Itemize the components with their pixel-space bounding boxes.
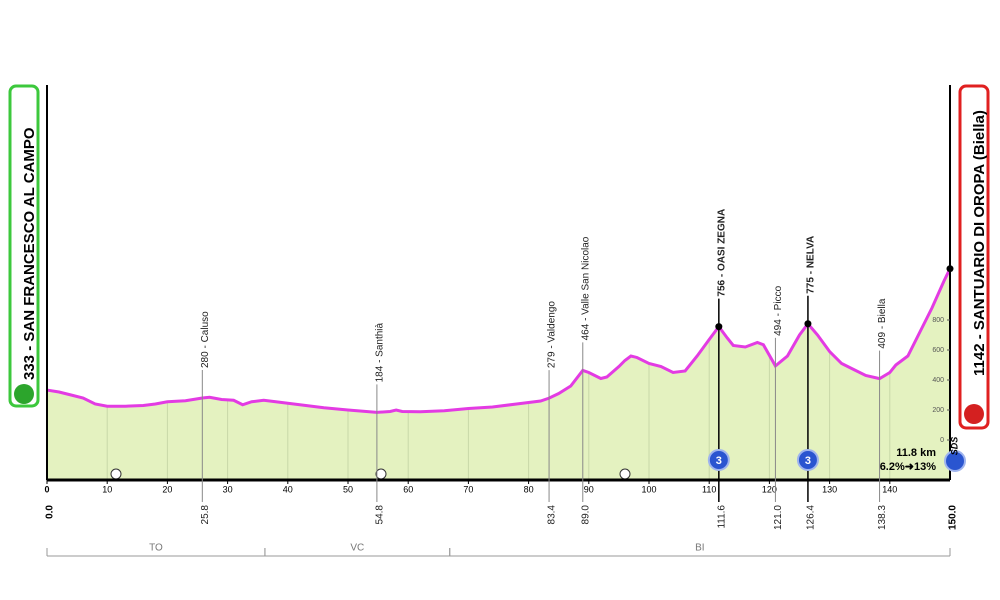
place-label: 756 - OASI ZEGNA bbox=[716, 209, 727, 297]
y-tick-label: 200 bbox=[932, 407, 944, 414]
y-tick-label: 600 bbox=[932, 347, 944, 354]
finish-label: 1142 - SANTUARIO DI OROPA (Biella) bbox=[971, 110, 988, 376]
poi-icon bbox=[619, 468, 631, 480]
y-tick-label: 0 bbox=[940, 437, 944, 444]
poi-icons bbox=[110, 468, 631, 480]
x-tick-label: 20 bbox=[162, 484, 172, 494]
x-tick-label: 40 bbox=[283, 484, 293, 494]
x-tick-label: 80 bbox=[524, 484, 534, 494]
x-tick-label: 100 bbox=[641, 484, 656, 494]
x-tick-label: 140 bbox=[882, 484, 897, 494]
x-tick-label: 30 bbox=[223, 484, 233, 494]
final-climb-badge bbox=[944, 450, 966, 472]
finish-box bbox=[958, 84, 990, 430]
summit-dot bbox=[715, 323, 723, 331]
finish-dot bbox=[946, 265, 954, 273]
km-label: 121.0 bbox=[773, 505, 784, 530]
x-tick-label: 120 bbox=[762, 484, 777, 494]
x-tick-label: 130 bbox=[822, 484, 837, 494]
x-tick-label: 70 bbox=[463, 484, 473, 494]
x-tick-label: 110 bbox=[702, 484, 716, 494]
start-box bbox=[8, 84, 40, 408]
km-label: 83.4 bbox=[547, 505, 558, 525]
place-label: 409 - Biella bbox=[877, 298, 888, 348]
km-label: 25.8 bbox=[200, 505, 211, 525]
poi-icon bbox=[110, 468, 122, 480]
region-label: TO bbox=[149, 543, 163, 554]
final-climb-length: 11.8 km bbox=[896, 447, 936, 459]
km-label: 111.6 bbox=[716, 505, 727, 529]
climb-badge bbox=[796, 449, 819, 471]
climb-category: 3 bbox=[805, 455, 811, 467]
profile-line bbox=[46, 268, 952, 414]
km-label: 54.8 bbox=[375, 505, 386, 525]
km-label: 150.0 bbox=[948, 505, 959, 530]
km-label: 126.4 bbox=[806, 505, 817, 530]
place-label: 775 - NELVA bbox=[806, 236, 817, 294]
start-label: 333 - SAN FRANCESCO AL CAMPO bbox=[21, 127, 38, 380]
place-label: 494 - Picco bbox=[773, 285, 784, 335]
region-label: VC bbox=[350, 543, 364, 554]
place-label: 280 - Caluso bbox=[200, 311, 211, 368]
place-label: 184 - Santhià bbox=[375, 322, 386, 382]
place-label: 464 - Valle San Nicolao bbox=[580, 236, 591, 340]
x-tick-label: 90 bbox=[584, 484, 594, 494]
climb-badge bbox=[707, 449, 730, 471]
region-label: BI bbox=[695, 543, 704, 554]
profile-area bbox=[47, 268, 950, 480]
finish-icon bbox=[964, 404, 984, 424]
km-label: 89.0 bbox=[580, 505, 591, 525]
x-tick-label: 10 bbox=[102, 484, 112, 494]
km-label: 138.3 bbox=[877, 505, 888, 530]
logo: SDS bbox=[949, 437, 959, 456]
x-tick-label: 60 bbox=[403, 484, 413, 494]
final-climb-gradient: 6.2%➜13% bbox=[880, 461, 937, 473]
poi-icon bbox=[375, 468, 387, 480]
place-label: 279 - Valdengo bbox=[547, 301, 558, 369]
climb-category: 3 bbox=[716, 455, 722, 467]
start-icon bbox=[14, 384, 34, 404]
y-tick-label: 800 bbox=[932, 317, 944, 324]
y-tick-label: 400 bbox=[932, 377, 944, 384]
summit-dot bbox=[804, 320, 812, 328]
km-label: 0.0 bbox=[45, 505, 56, 519]
x-tick-label: 50 bbox=[343, 484, 353, 494]
x-tick-label: 0 bbox=[44, 484, 49, 494]
